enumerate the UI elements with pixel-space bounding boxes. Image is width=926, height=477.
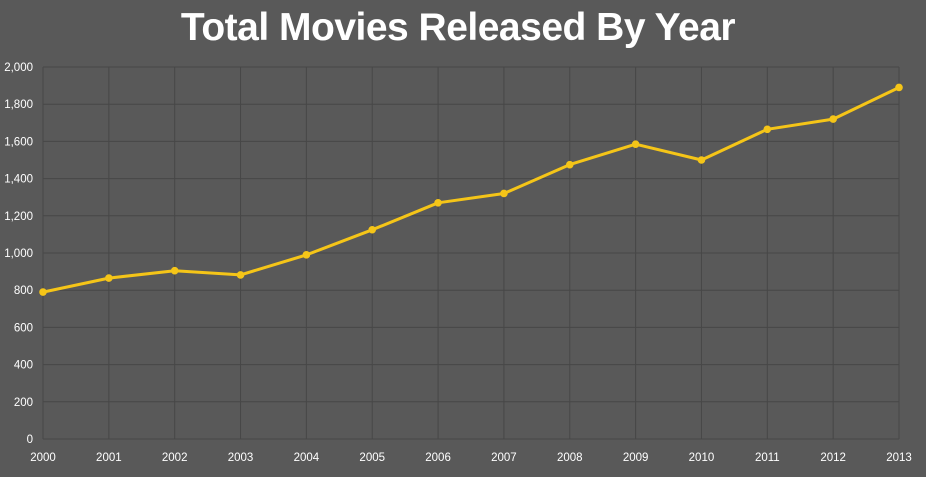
data-point [631,140,640,148]
data-point [236,271,245,279]
data-point [500,189,508,198]
y-tick-label: 1,800 [4,99,33,111]
data-point [565,160,574,169]
data-point [170,266,179,275]
data-point [368,225,377,234]
x-tick-label: 2008 [557,452,583,464]
x-tick-label: 2010 [689,452,715,464]
y-tick-label: 200 [14,397,33,409]
x-tick-label: 2003 [228,452,254,464]
x-tick-label: 2007 [491,452,517,464]
y-tick-label: 2,000 [4,62,33,74]
x-tick-label: 2011 [755,452,780,464]
series-line [41,86,901,294]
data-point [105,274,113,282]
data-point [434,198,442,207]
x-tick-label: 2000 [30,452,56,464]
y-tick-label: 1,400 [4,174,33,186]
x-tick-label: 2009 [623,452,649,464]
y-tick-label: 1,600 [4,136,33,148]
x-tick-label: 2012 [820,452,846,464]
x-tick-label: 2004 [294,452,320,464]
data-point [895,83,903,92]
data-point [302,251,311,259]
y-tick-label: 400 [14,360,33,372]
data-point [829,115,837,123]
x-tick-label: 2006 [425,452,451,464]
x-tick-label: 2002 [162,452,188,464]
y-tick-label: 600 [14,322,33,334]
data-point [697,156,706,164]
data-point [763,125,772,134]
x-tick-label: 2013 [886,452,912,464]
y-tick-label: 800 [14,285,33,297]
data-point [39,288,47,296]
x-tick-label: 2005 [359,452,385,464]
y-tick-label: 1,200 [4,211,33,223]
chart-title: Total Movies Released By Year [180,6,736,49]
x-tick-label: 2001 [96,452,122,464]
y-tick-label: 0 [27,434,33,446]
y-tick-label: 1,000 [4,248,33,260]
